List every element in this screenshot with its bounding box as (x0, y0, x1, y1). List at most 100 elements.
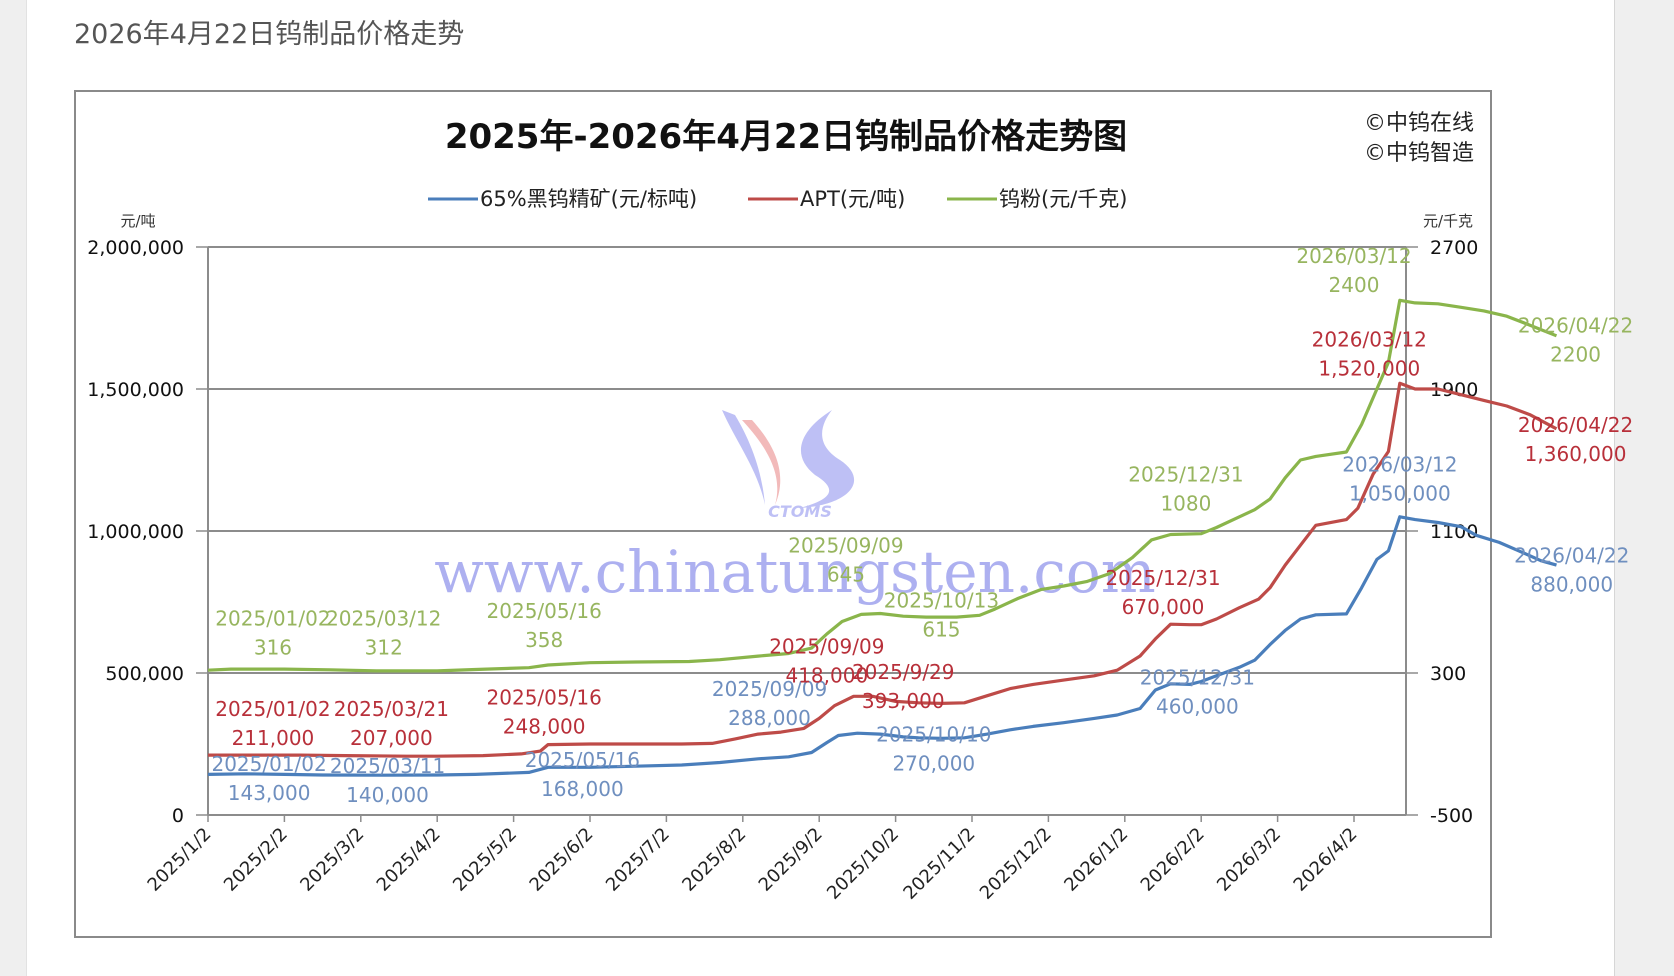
data-label: 2025/12/31 460,000 (1140, 666, 1255, 719)
brand-zhongwu-zhizao: ©中钨智造 (1364, 141, 1474, 166)
series-line-2 (207, 298, 1558, 673)
svg-text:460,000: 460,000 (1156, 695, 1239, 719)
data-label: 2025/09/09 645 (788, 534, 903, 587)
svg-text:2025/01/02: 2025/01/02 (211, 752, 326, 776)
svg-text:248,000: 248,000 (503, 714, 586, 738)
data-label: 2025/09/09 288,000 (712, 677, 827, 730)
svg-text:2025/05/16: 2025/05/16 (525, 748, 640, 772)
svg-text:418,000: 418,000 (785, 663, 868, 687)
data-label: 2025/9/29 393,000 (852, 660, 955, 713)
svg-text:2026/03/12: 2026/03/12 (1312, 328, 1427, 352)
page-title: 2026年4月22日钨制品价格走势 (74, 19, 465, 50)
data-label: 2025/01/02 143,000 (211, 752, 326, 805)
right-tick-label: 300 (1430, 663, 1466, 685)
legend: 65%黑钨精矿(元/标吨) APT(元/吨) 钨粉(元/千克) (428, 187, 1127, 211)
svg-text:207,000: 207,000 (350, 726, 433, 750)
data-label: 2025/03/12 312 (326, 606, 441, 659)
svg-text:270,000: 270,000 (892, 751, 975, 775)
data-label: 2025/03/21 207,000 (334, 697, 449, 750)
svg-text:2200: 2200 (1550, 342, 1601, 366)
data-label: 2025/01/02 211,000 (215, 697, 330, 750)
x-tick-label: 2025/8/2 (678, 824, 750, 896)
svg-text:1,520,000: 1,520,000 (1318, 357, 1420, 381)
svg-text:65%黑钨精矿(元/标吨): 65%黑钨精矿(元/标吨) (480, 187, 697, 211)
svg-text:2025/09/09: 2025/09/09 (712, 677, 827, 701)
left-y-axis: 2,000,000 1,500,000 1,000,000 500,000 0 元/吨 (87, 212, 184, 827)
x-tick-label: 2025/11/2 (899, 824, 979, 904)
left-tick-label: 2,000,000 (87, 237, 184, 259)
data-label: 2025/10/10 270,000 (876, 722, 991, 775)
svg-text:2025/05/16: 2025/05/16 (487, 685, 602, 709)
svg-text:2026/03/12: 2026/03/12 (1296, 244, 1411, 268)
legend-item-apt[interactable]: APT(元/吨) (748, 187, 905, 211)
watermark-url: www.chinatungsten.com (434, 538, 1156, 606)
svg-text:2025/03/21: 2025/03/21 (334, 697, 449, 721)
svg-text:2025/9/29: 2025/9/29 (852, 660, 955, 684)
data-label: 2025/05/16 168,000 (525, 748, 640, 801)
left-axis-unit: 元/吨 (120, 212, 155, 230)
svg-text:2026/04/22: 2026/04/22 (1518, 313, 1633, 337)
data-label: 2026/03/12 2400 (1296, 244, 1411, 297)
right-axis-unit: 元/千克 (1423, 212, 1473, 230)
right-tick-label: 1100 (1430, 521, 1478, 543)
svg-text:312: 312 (365, 635, 403, 659)
series-lines (207, 298, 1558, 777)
svg-text:2025/03/11: 2025/03/11 (330, 754, 445, 778)
data-label: 2026/04/22 880,000 (1514, 543, 1629, 596)
svg-text:CTOMS: CTOMS (768, 502, 832, 521)
x-tick-label: 2025/1/2 (144, 824, 216, 896)
x-tick-label: 2026/3/2 (1213, 824, 1285, 896)
svg-text:2025/03/12: 2025/03/12 (326, 606, 441, 630)
svg-text:168,000: 168,000 (541, 777, 624, 801)
x-tick-label: 2026/4/2 (1290, 824, 1362, 896)
data-label: 2025/12/31 670,000 (1105, 566, 1220, 619)
data-label: 2025/03/11 140,000 (330, 754, 445, 807)
svg-text:2025/12/31: 2025/12/31 (1128, 463, 1243, 487)
svg-text:2025/12/31: 2025/12/31 (1140, 666, 1255, 690)
svg-text:APT(元/吨): APT(元/吨) (800, 187, 905, 211)
left-tick-label: 1,500,000 (87, 379, 184, 401)
x-axis: 2025/1/2 2025/2/2 2025/3/2 2025/4/2 2025/5/2… (144, 815, 1362, 904)
data-label: 2026/04/22 2200 (1518, 313, 1633, 366)
chart-title: 2025年-2026年4月22日钨制品价格走势图 (445, 117, 1127, 157)
svg-text:358: 358 (525, 628, 563, 652)
x-tick-label: 2025/4/2 (373, 824, 445, 896)
svg-text:2026/04/22: 2026/04/22 (1518, 413, 1633, 437)
legend-item-concentrate[interactable]: 65%黑钨精矿(元/标吨) (428, 187, 697, 211)
data-labels: 2025/01/02143,0002025/03/11140,0002025/0… (211, 244, 1633, 807)
x-tick-label: 2025/6/2 (526, 824, 598, 896)
legend-item-tungsten-powder[interactable]: 钨粉(元/千克) (947, 187, 1127, 211)
svg-text:2025/09/09: 2025/09/09 (769, 634, 884, 658)
x-tick-label: 2026/2/2 (1137, 824, 1209, 896)
x-tick-label: 2025/9/2 (755, 824, 827, 896)
svg-text:645: 645 (827, 563, 865, 587)
svg-text:316: 316 (254, 635, 292, 659)
right-scrollbar-panel[interactable] (1614, 0, 1674, 976)
svg-text:2026/03/12: 2026/03/12 (1342, 453, 1457, 477)
svg-text:211,000: 211,000 (232, 726, 315, 750)
data-label: 2026/03/12 1,050,000 (1342, 453, 1457, 506)
svg-text:钨粉(元/千克): 钨粉(元/千克) (999, 187, 1127, 211)
left-tick-label: 500,000 (105, 663, 184, 685)
data-label: 2025/10/13 615 (884, 589, 999, 642)
left-tick-label: 0 (172, 805, 184, 827)
left-gutter (0, 0, 27, 976)
data-label: 2025/05/16 358 (487, 599, 602, 652)
right-tick-label: 2700 (1430, 237, 1478, 259)
x-tick-label: 2025/10/2 (823, 824, 903, 904)
svg-text:143,000: 143,000 (228, 781, 311, 805)
x-tick-label: 2025/3/2 (296, 824, 368, 896)
data-label: 2025/12/31 1080 (1128, 463, 1243, 516)
svg-text:670,000: 670,000 (1122, 595, 1205, 619)
right-tick-label: -500 (1430, 805, 1473, 827)
svg-text:2025/10/10: 2025/10/10 (876, 722, 991, 746)
svg-text:2025/01/02: 2025/01/02 (215, 697, 330, 721)
watermark-logo: CTOMS (722, 410, 855, 521)
svg-text:1,050,000: 1,050,000 (1349, 482, 1451, 506)
data-label: 2026/04/22 1,360,000 (1518, 413, 1633, 466)
svg-text:140,000: 140,000 (346, 783, 429, 807)
svg-text:2025/01/02: 2025/01/02 (215, 606, 330, 630)
svg-text:2025/09/09: 2025/09/09 (788, 534, 903, 558)
data-label: 2025/01/02 316 (215, 606, 330, 659)
